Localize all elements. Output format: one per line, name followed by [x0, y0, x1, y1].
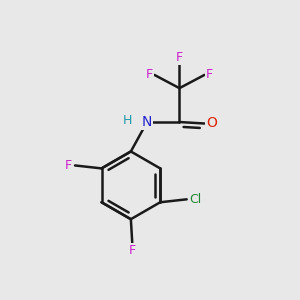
- Text: O: O: [206, 116, 217, 130]
- Text: F: F: [176, 51, 183, 64]
- Text: F: F: [129, 244, 136, 256]
- Text: F: F: [65, 159, 72, 172]
- Text: N: N: [142, 115, 152, 129]
- Text: F: F: [206, 68, 213, 81]
- Text: H: H: [123, 114, 133, 127]
- Text: Cl: Cl: [189, 193, 202, 206]
- Text: F: F: [146, 68, 153, 81]
